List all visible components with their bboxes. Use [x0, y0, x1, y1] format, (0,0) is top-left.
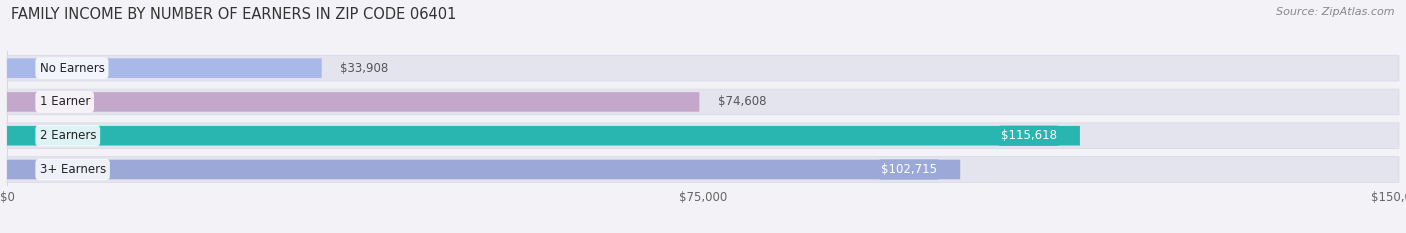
- FancyBboxPatch shape: [7, 160, 960, 179]
- FancyBboxPatch shape: [7, 89, 1399, 115]
- Text: 3+ Earners: 3+ Earners: [39, 163, 105, 176]
- Text: FAMILY INCOME BY NUMBER OF EARNERS IN ZIP CODE 06401: FAMILY INCOME BY NUMBER OF EARNERS IN ZI…: [11, 7, 457, 22]
- Text: Source: ZipAtlas.com: Source: ZipAtlas.com: [1277, 7, 1395, 17]
- Text: 2 Earners: 2 Earners: [39, 129, 96, 142]
- FancyBboxPatch shape: [7, 92, 699, 112]
- Text: No Earners: No Earners: [39, 62, 104, 75]
- Text: $33,908: $33,908: [340, 62, 388, 75]
- Text: $74,608: $74,608: [718, 96, 766, 108]
- FancyBboxPatch shape: [7, 55, 1399, 81]
- FancyBboxPatch shape: [7, 58, 322, 78]
- Text: $115,618: $115,618: [1001, 129, 1057, 142]
- FancyBboxPatch shape: [7, 126, 1080, 146]
- FancyBboxPatch shape: [7, 123, 1399, 149]
- Text: 1 Earner: 1 Earner: [39, 96, 90, 108]
- Text: $102,715: $102,715: [882, 163, 936, 176]
- FancyBboxPatch shape: [7, 157, 1399, 182]
